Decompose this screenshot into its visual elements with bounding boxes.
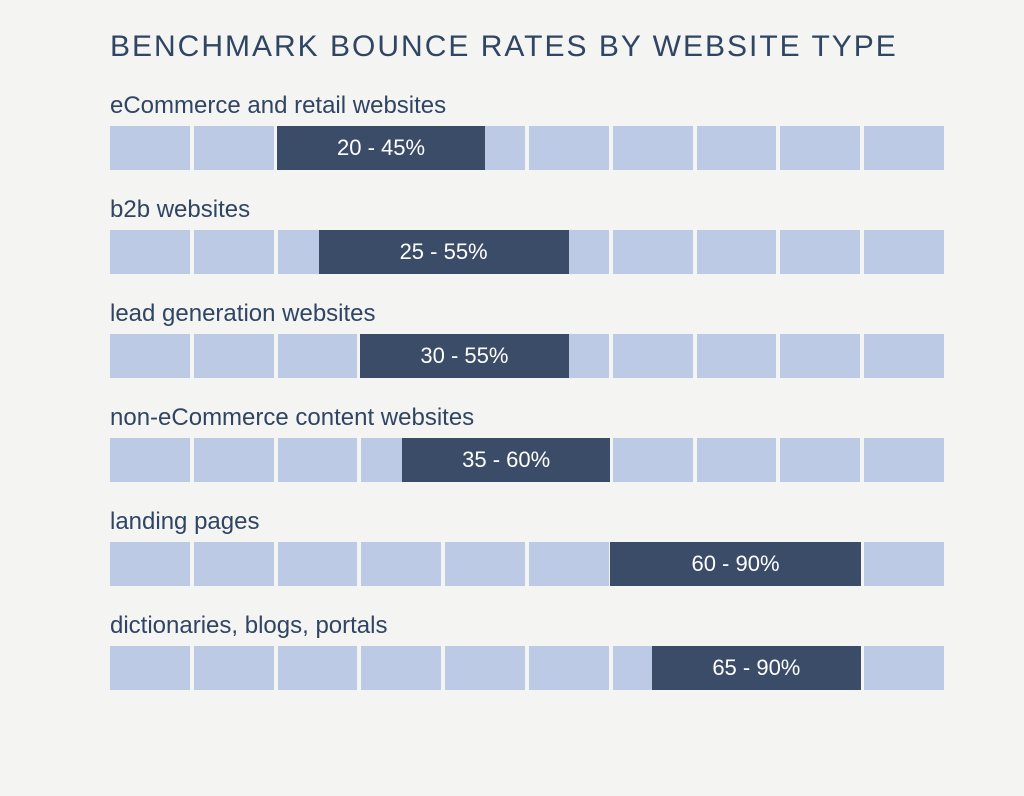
range-bar: 20 - 45% xyxy=(277,126,486,170)
bar-segment xyxy=(110,542,190,586)
bar-track: 60 - 90% xyxy=(110,542,944,586)
bar-segment xyxy=(780,438,860,482)
bar-segment xyxy=(529,646,609,690)
bar-segment xyxy=(194,334,274,378)
chart-rows: eCommerce and retail websites 20 - 45% b2b… xyxy=(110,92,944,690)
bar-track: 30 - 55% xyxy=(110,334,944,378)
bar-segment xyxy=(864,230,944,274)
bar-segment xyxy=(529,542,609,586)
bar-segment xyxy=(110,438,190,482)
bar-segment xyxy=(613,438,693,482)
chart-row: non-eCommerce content websites 35 - 60% xyxy=(110,404,944,482)
chart-row: dictionaries, blogs, portals 65 - 90% xyxy=(110,612,944,690)
bar-segment xyxy=(110,646,190,690)
range-bar: 60 - 90% xyxy=(610,542,860,586)
bar-segments xyxy=(110,126,944,170)
row-label: non-eCommerce content websites xyxy=(110,404,944,432)
row-label: landing pages xyxy=(110,508,944,536)
chart-row: lead generation websites 30 - 55% xyxy=(110,300,944,378)
bar-segment xyxy=(780,230,860,274)
bar-segment xyxy=(194,646,274,690)
bar-segment xyxy=(110,126,190,170)
bar-segment xyxy=(278,542,358,586)
bar-segment xyxy=(697,230,777,274)
bar-track: 20 - 45% xyxy=(110,126,944,170)
bar-segment xyxy=(445,542,525,586)
row-label: eCommerce and retail websites xyxy=(110,92,944,120)
range-bar: 25 - 55% xyxy=(319,230,569,274)
bar-segment xyxy=(361,646,441,690)
bar-segment xyxy=(864,334,944,378)
bar-segment xyxy=(361,542,441,586)
bar-segment xyxy=(110,230,190,274)
bar-track: 35 - 60% xyxy=(110,438,944,482)
range-bar: 65 - 90% xyxy=(652,646,861,690)
bar-segment xyxy=(278,438,358,482)
chart-row: b2b websites 25 - 55% xyxy=(110,196,944,274)
chart-row: eCommerce and retail websites 20 - 45% xyxy=(110,92,944,170)
bar-segment xyxy=(864,542,944,586)
bar-segment xyxy=(697,438,777,482)
bar-segment xyxy=(194,126,274,170)
bar-segment xyxy=(278,334,358,378)
bar-segment xyxy=(529,126,609,170)
row-label: lead generation websites xyxy=(110,300,944,328)
bar-track: 25 - 55% xyxy=(110,230,944,274)
chart-title: BENCHMARK BOUNCE RATES BY WEBSITE TYPE xyxy=(110,30,964,64)
range-bar: 30 - 55% xyxy=(360,334,569,378)
row-label: b2b websites xyxy=(110,196,944,224)
bar-segment xyxy=(278,646,358,690)
bar-segment xyxy=(697,126,777,170)
bar-segment xyxy=(194,230,274,274)
bar-segment xyxy=(780,334,860,378)
chart-canvas: BENCHMARK BOUNCE RATES BY WEBSITE TYPE e… xyxy=(0,0,1024,796)
bar-segment xyxy=(864,646,944,690)
bar-segment xyxy=(780,126,860,170)
bar-track: 65 - 90% xyxy=(110,646,944,690)
bar-segment xyxy=(697,334,777,378)
bar-segment xyxy=(613,334,693,378)
chart-row: landing pages 60 - 90% xyxy=(110,508,944,586)
bar-segment xyxy=(445,646,525,690)
bar-segment xyxy=(194,542,274,586)
bar-segment xyxy=(864,126,944,170)
bar-segment xyxy=(864,438,944,482)
bar-segment xyxy=(613,126,693,170)
row-label: dictionaries, blogs, portals xyxy=(110,612,944,640)
bar-segment xyxy=(194,438,274,482)
range-bar: 35 - 60% xyxy=(402,438,611,482)
bar-segment xyxy=(110,334,190,378)
bar-segment xyxy=(613,230,693,274)
